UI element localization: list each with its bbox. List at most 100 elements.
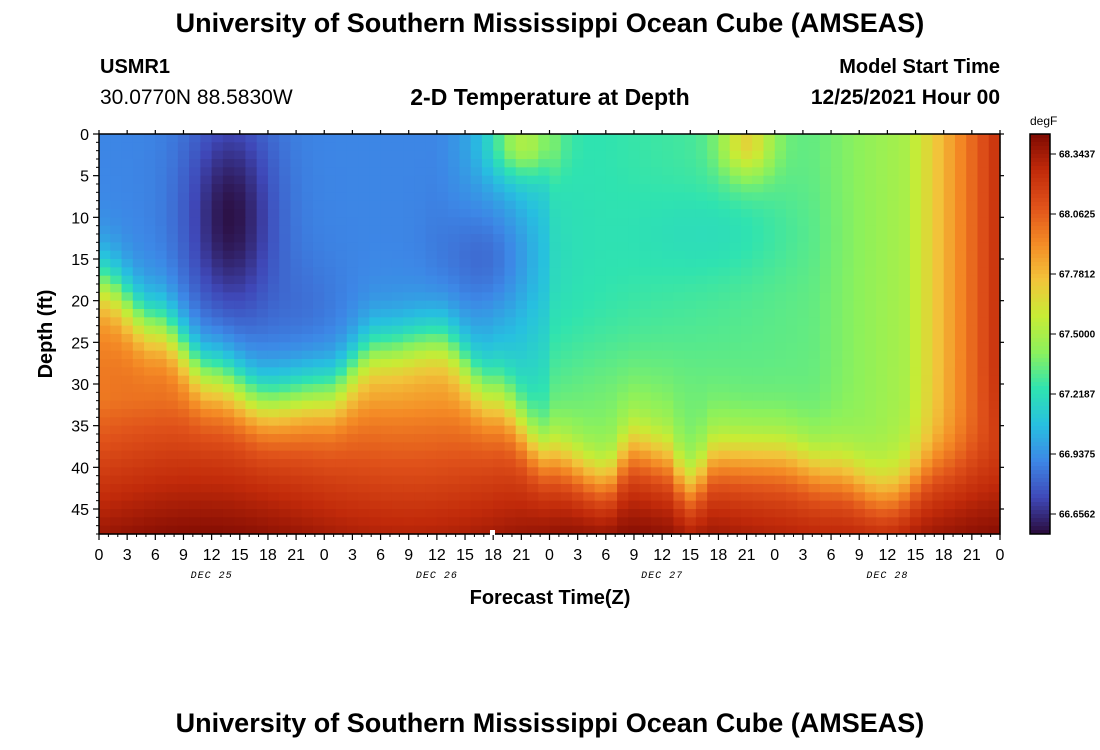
heatmap-cell bbox=[493, 409, 506, 418]
heatmap-cell bbox=[470, 442, 483, 452]
heatmap-cell bbox=[909, 209, 922, 218]
heatmap-cell bbox=[831, 300, 843, 310]
heatmap-cell bbox=[144, 417, 156, 427]
heatmap-cell bbox=[876, 142, 888, 152]
heatmap-cell bbox=[966, 367, 979, 377]
heatmap-cell bbox=[121, 492, 134, 502]
heatmap-cell bbox=[200, 442, 213, 452]
heatmap-cell bbox=[177, 217, 190, 227]
heatmap-cells bbox=[99, 134, 1001, 535]
heatmap-cell bbox=[403, 492, 415, 502]
heatmap-cell bbox=[425, 359, 438, 368]
heatmap-cell bbox=[583, 309, 596, 318]
heatmap-cell bbox=[763, 342, 776, 352]
heatmap-cell bbox=[684, 434, 697, 443]
heatmap-cell bbox=[493, 517, 506, 527]
y-tick-label: 20 bbox=[71, 294, 89, 311]
heatmap-cell bbox=[943, 417, 956, 427]
heatmap-cell bbox=[200, 525, 213, 535]
heatmap-cell bbox=[290, 292, 303, 302]
heatmap-cell bbox=[358, 225, 370, 235]
heatmap-cell bbox=[774, 275, 787, 285]
heatmap-cell bbox=[954, 242, 967, 252]
heatmap-cell bbox=[617, 434, 629, 443]
heatmap-cell bbox=[572, 500, 584, 510]
heatmap-cell bbox=[166, 217, 179, 227]
heatmap-cell bbox=[200, 467, 213, 477]
heatmap-cell bbox=[752, 250, 765, 260]
heatmap-cell bbox=[921, 325, 934, 335]
x-tick-label: 3 bbox=[573, 547, 582, 564]
heatmap-cell bbox=[211, 350, 224, 360]
heatmap-cell bbox=[222, 392, 235, 402]
heatmap-cell bbox=[673, 184, 686, 193]
heatmap-cell bbox=[346, 484, 359, 493]
heatmap-cell bbox=[526, 217, 539, 227]
heatmap-cell bbox=[740, 217, 753, 227]
heatmap-cell bbox=[583, 392, 596, 402]
heatmap-cell bbox=[369, 525, 382, 535]
heatmap-cell bbox=[549, 509, 562, 518]
heatmap-cell bbox=[301, 300, 314, 310]
heatmap-cell bbox=[414, 317, 427, 327]
heatmap-cell bbox=[797, 492, 810, 502]
colorbar-band bbox=[1030, 434, 1050, 439]
heatmap-cell bbox=[312, 259, 325, 268]
heatmap-cell bbox=[189, 442, 201, 452]
heatmap-cell bbox=[166, 525, 179, 535]
heatmap-cell bbox=[887, 417, 900, 427]
heatmap-cell bbox=[391, 525, 404, 535]
heatmap-cell bbox=[448, 275, 460, 285]
heatmap-cell bbox=[786, 392, 798, 402]
heatmap-cell bbox=[786, 242, 798, 252]
heatmap-cell bbox=[358, 250, 370, 260]
heatmap-cell bbox=[572, 434, 584, 443]
heatmap-cell bbox=[774, 250, 787, 260]
heatmap-cell bbox=[346, 175, 359, 185]
heatmap-cell bbox=[132, 250, 145, 260]
heatmap-cell bbox=[898, 175, 911, 185]
heatmap-cell bbox=[617, 467, 629, 477]
heatmap-cell bbox=[876, 400, 888, 410]
heatmap-cell bbox=[673, 442, 686, 452]
heatmap-cell bbox=[110, 142, 123, 152]
heatmap-cell bbox=[256, 225, 269, 235]
heatmap-cell bbox=[662, 225, 674, 235]
heatmap-cell bbox=[144, 150, 156, 160]
heatmap-cell bbox=[459, 334, 472, 343]
heatmap-cell bbox=[267, 400, 280, 410]
heatmap-cell bbox=[448, 525, 460, 535]
heatmap-cell bbox=[391, 159, 404, 168]
heatmap-cell bbox=[684, 192, 697, 202]
heatmap-cell bbox=[549, 292, 562, 302]
heatmap-cell bbox=[515, 350, 528, 360]
heatmap-cell bbox=[808, 175, 821, 185]
heatmap-cell bbox=[481, 209, 494, 218]
heatmap-cell bbox=[707, 167, 720, 177]
heatmap-cell bbox=[504, 509, 517, 518]
heatmap-cell bbox=[740, 284, 753, 293]
heatmap-cell bbox=[954, 400, 967, 410]
heatmap-cell bbox=[358, 309, 370, 318]
heatmap-cell bbox=[335, 392, 348, 402]
colorbar-band bbox=[1030, 242, 1050, 247]
heatmap-cell bbox=[572, 442, 584, 452]
heatmap-cell bbox=[301, 492, 314, 502]
heatmap-cell bbox=[380, 525, 393, 535]
heatmap-cell bbox=[459, 159, 472, 168]
heatmap-cell bbox=[189, 375, 201, 385]
heatmap-cell bbox=[752, 325, 765, 335]
heatmap-cell bbox=[504, 492, 517, 502]
heatmap-cell bbox=[493, 392, 506, 402]
heatmap-cell bbox=[200, 250, 213, 260]
heatmap-cell bbox=[346, 159, 359, 168]
heatmap-cell bbox=[256, 175, 269, 185]
heatmap-cell bbox=[954, 475, 967, 485]
heatmap-cell bbox=[448, 500, 460, 510]
heatmap-cell bbox=[324, 209, 337, 218]
heatmap-cell bbox=[222, 325, 235, 335]
heatmap-cell bbox=[144, 134, 156, 143]
heatmap-cell bbox=[312, 525, 325, 535]
heatmap-cell bbox=[898, 192, 911, 202]
heatmap-cell bbox=[876, 517, 888, 527]
